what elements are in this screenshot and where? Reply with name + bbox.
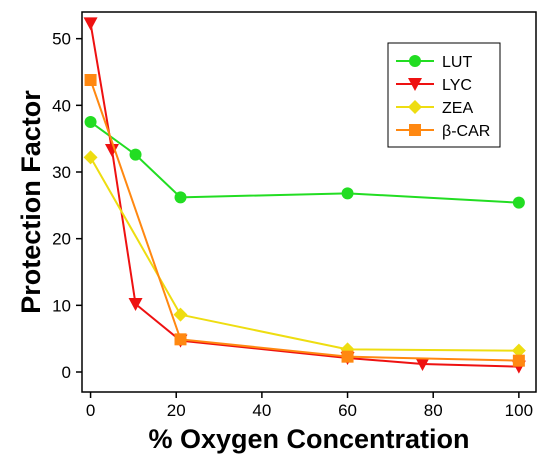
x-axis-title: % Oxygen Concentration xyxy=(148,424,469,454)
y-tick-label: 20 xyxy=(52,230,71,249)
ticks-layer: 0 20 40 60 80 100 0 10 20 30 40 50 xyxy=(52,30,533,420)
legend-label: LYC xyxy=(442,77,472,94)
legend: LUT LYC ZEA β-CAR xyxy=(387,42,501,148)
x-tick-label: 60 xyxy=(338,401,357,420)
data-point xyxy=(341,350,354,363)
legend-marker xyxy=(408,100,422,114)
data-point xyxy=(415,358,430,371)
data-point xyxy=(512,354,525,367)
y-tick-label: 10 xyxy=(52,296,71,315)
y-tick-label: 40 xyxy=(52,96,71,115)
x-tick-label: 40 xyxy=(252,401,271,420)
data-point xyxy=(129,148,142,161)
y-tick-label: 0 xyxy=(62,363,71,382)
x-tick-label: 80 xyxy=(424,401,443,420)
x-tick-label: 0 xyxy=(86,401,95,420)
legend-label: ZEA xyxy=(442,100,473,117)
legend-item: β-CAR xyxy=(396,123,490,140)
series-lut xyxy=(84,116,525,209)
x-tick-label: 20 xyxy=(167,401,186,420)
data-point xyxy=(83,17,98,31)
series-layer xyxy=(83,17,526,374)
data-point xyxy=(104,144,119,157)
legend-item: LYC xyxy=(396,77,472,94)
y-tick-label: 30 xyxy=(52,163,71,182)
legend-item: ZEA xyxy=(396,100,473,117)
legend-label: β-CAR xyxy=(442,123,490,140)
data-point xyxy=(174,191,187,204)
legend-label: LUT xyxy=(442,54,472,71)
y-tick-label: 50 xyxy=(52,30,71,49)
legend-item: LUT xyxy=(396,54,472,71)
series-car xyxy=(84,74,525,367)
data-point xyxy=(83,150,98,165)
x-tick-label: 100 xyxy=(505,401,533,420)
legend-marker xyxy=(409,124,421,136)
data-point xyxy=(128,298,143,311)
data-point xyxy=(173,307,188,322)
data-point xyxy=(84,116,97,128)
legend-marker xyxy=(408,78,422,91)
legend-marker xyxy=(409,55,421,67)
y-axis-title: Protection Factor xyxy=(16,90,46,314)
plot-frame xyxy=(81,11,537,393)
series-line xyxy=(89,156,519,352)
data-point xyxy=(84,74,97,86)
series-line xyxy=(89,79,519,362)
data-point xyxy=(511,343,526,358)
data-point xyxy=(174,333,187,346)
data-point xyxy=(341,187,354,200)
data-point xyxy=(512,196,525,209)
